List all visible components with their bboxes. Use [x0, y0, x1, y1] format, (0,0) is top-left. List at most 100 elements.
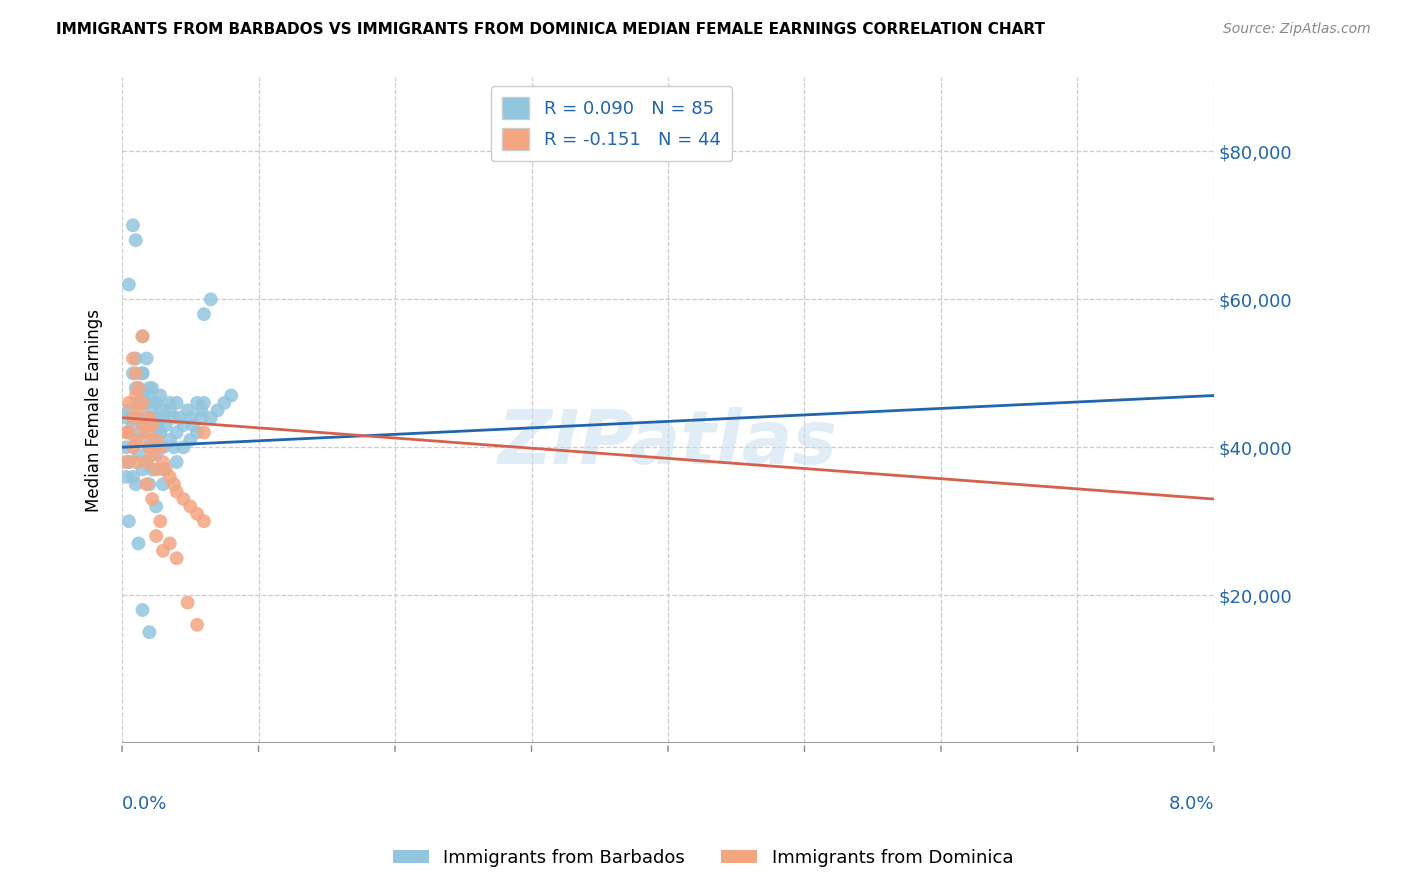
Point [193, 514, 215, 528]
Point [131, 462, 153, 476]
Point [155, 418, 177, 433]
Point [115, 425, 138, 440]
Point [138, 381, 160, 395]
Point [166, 455, 188, 469]
Point [118, 455, 141, 469]
Point [125, 381, 148, 395]
Point [127, 381, 149, 395]
Point [149, 425, 172, 440]
Point [122, 418, 145, 433]
Point [125, 233, 148, 247]
Point [200, 410, 222, 425]
Point [159, 536, 181, 550]
Point [179, 500, 201, 514]
Point [141, 433, 163, 447]
Point [138, 410, 160, 425]
Point [125, 367, 148, 381]
Point [122, 440, 145, 454]
Point [159, 396, 181, 410]
Point [135, 455, 157, 469]
Point [118, 425, 141, 440]
Point [118, 455, 141, 469]
Point [166, 425, 188, 440]
Point [131, 388, 153, 402]
Point [219, 388, 242, 402]
Point [193, 425, 215, 440]
Point [186, 617, 208, 632]
Point [135, 425, 157, 440]
Point [115, 410, 138, 425]
Point [122, 219, 145, 233]
Point [163, 410, 186, 425]
Point [135, 455, 157, 469]
Point [159, 433, 181, 447]
Text: 8.0%: 8.0% [1168, 795, 1213, 813]
Point [127, 433, 149, 447]
Point [135, 477, 157, 491]
Point [186, 396, 208, 410]
Point [200, 293, 222, 307]
Point [118, 514, 141, 528]
Text: 0.0%: 0.0% [122, 795, 167, 813]
Point [131, 396, 153, 410]
Point [145, 529, 167, 543]
Point [127, 396, 149, 410]
Point [141, 381, 163, 395]
Point [131, 603, 153, 617]
Point [127, 536, 149, 550]
Point [122, 410, 145, 425]
Text: ZIPatlas: ZIPatlas [498, 407, 838, 480]
Point [152, 455, 174, 469]
Point [172, 491, 194, 506]
Point [145, 396, 167, 410]
Point [135, 351, 157, 366]
Point [125, 351, 148, 366]
Point [145, 462, 167, 476]
Point [131, 367, 153, 381]
Point [125, 388, 148, 402]
Point [131, 329, 153, 343]
Point [176, 403, 198, 417]
Point [145, 448, 167, 462]
Point [152, 410, 174, 425]
Point [145, 500, 167, 514]
Point [172, 440, 194, 454]
Point [152, 477, 174, 491]
Point [131, 425, 153, 440]
Point [122, 470, 145, 484]
Point [166, 396, 188, 410]
Point [115, 470, 138, 484]
Point [131, 367, 153, 381]
Text: IMMIGRANTS FROM BARBADOS VS IMMIGRANTS FROM DOMINICA MEDIAN FEMALE EARNINGS CORR: IMMIGRANTS FROM BARBADOS VS IMMIGRANTS F… [56, 22, 1045, 37]
Point [152, 403, 174, 417]
Point [125, 477, 148, 491]
Point [141, 403, 163, 417]
Point [115, 440, 138, 454]
Point [190, 410, 212, 425]
Point [118, 396, 141, 410]
Point [138, 388, 160, 402]
Point [159, 403, 181, 417]
Point [193, 396, 215, 410]
Text: Source: ZipAtlas.com: Source: ZipAtlas.com [1223, 22, 1371, 37]
Point [127, 381, 149, 395]
Point [118, 403, 141, 417]
Point [127, 448, 149, 462]
Point [131, 418, 153, 433]
Point [152, 440, 174, 454]
Point [149, 440, 172, 454]
Point [141, 491, 163, 506]
Point [138, 410, 160, 425]
Point [149, 514, 172, 528]
Point [190, 403, 212, 417]
Point [125, 433, 148, 447]
Y-axis label: Median Female Earnings: Median Female Earnings [86, 309, 103, 512]
Point [186, 425, 208, 440]
Point [141, 462, 163, 476]
Point [149, 388, 172, 402]
Point [122, 351, 145, 366]
Point [159, 470, 181, 484]
Point [135, 418, 157, 433]
Point [214, 396, 236, 410]
Point [181, 418, 204, 433]
